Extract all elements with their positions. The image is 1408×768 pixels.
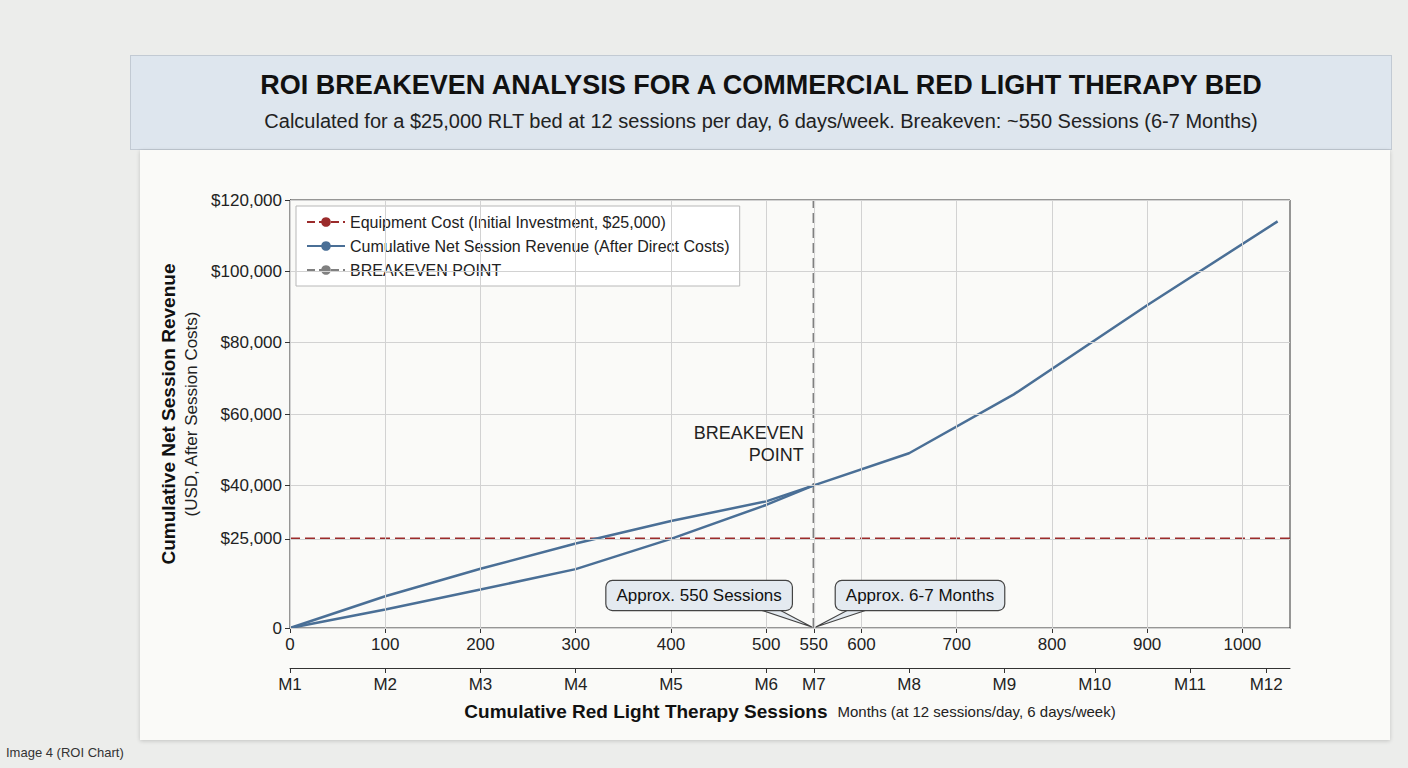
svg-text:Cumulative Net Session Revenue: Cumulative Net Session Revenue [158, 264, 179, 565]
svg-text:M11: M11 [1174, 675, 1206, 694]
svg-text:Cumulative Red Light Therapy S: Cumulative Red Light Therapy Sessions [464, 701, 827, 722]
svg-text:$100,000: $100,000 [211, 262, 282, 281]
svg-text:300: 300 [562, 635, 590, 654]
svg-text:M7: M7 [802, 675, 826, 694]
svg-text:400: 400 [657, 635, 685, 654]
html-text:ROI BREAKEVEN ANALYSIS FOR A C: ROI BREAKEVEN ANALYSIS FOR A COMMERCIAL … [260, 70, 1262, 100]
svg-text:$25,000: $25,000 [221, 529, 282, 548]
svg-text:M10: M10 [1078, 675, 1111, 694]
svg-text:800: 800 [1038, 635, 1066, 654]
svg-text:1000: 1000 [1223, 635, 1261, 654]
svg-text:$40,000: $40,000 [221, 476, 282, 495]
svg-text:POINT: POINT [749, 445, 804, 465]
svg-text:M12: M12 [1250, 675, 1283, 694]
svg-text:Cumulative Net Session Revenue: Cumulative Net Session Revenue (After Di… [350, 238, 730, 255]
svg-text:200: 200 [466, 635, 494, 654]
svg-text:BREAKEVEN POINT: BREAKEVEN POINT [350, 262, 501, 279]
svg-text:0: 0 [273, 619, 282, 638]
svg-text:M6: M6 [754, 675, 778, 694]
svg-text:100: 100 [371, 635, 399, 654]
svg-text:$60,000: $60,000 [221, 405, 282, 424]
svg-text:Approx. 6-7 Months: Approx. 6-7 Months [846, 586, 994, 605]
svg-text:$80,000: $80,000 [221, 333, 282, 352]
html-text:Calculated for a $25,000 RLT b: Calculated for a $25,000 RLT bed at 12 s… [264, 110, 1258, 132]
svg-text:900: 900 [1133, 635, 1161, 654]
svg-text:(USD, After Session Costs): (USD, After Session Costs) [182, 311, 201, 516]
svg-text:M3: M3 [469, 675, 493, 694]
svg-text:550: 550 [800, 635, 828, 654]
html-text:Image 4 (ROI Chart): Image 4 (ROI Chart) [6, 745, 124, 760]
svg-text:0: 0 [285, 635, 294, 654]
svg-text:500: 500 [752, 635, 780, 654]
svg-text:M1: M1 [278, 675, 302, 694]
svg-text:Equipment Cost (Initial Invest: Equipment Cost (Initial Investment, $25,… [350, 214, 666, 231]
svg-text:Months (at 12 sessions/day, 6: Months (at 12 sessions/day, 6 days/week) [837, 703, 1115, 720]
svg-text:Approx. 550 Sessions: Approx. 550 Sessions [616, 586, 781, 605]
svg-text:600: 600 [847, 635, 875, 654]
svg-text:M5: M5 [659, 675, 683, 694]
svg-text:$120,000: $120,000 [211, 191, 282, 210]
svg-text:M8: M8 [897, 675, 921, 694]
svg-text:BREAKEVEN: BREAKEVEN [694, 423, 804, 443]
svg-text:M2: M2 [373, 675, 397, 694]
svg-text:700: 700 [942, 635, 970, 654]
svg-text:M4: M4 [564, 675, 588, 694]
svg-text:M9: M9 [992, 675, 1016, 694]
